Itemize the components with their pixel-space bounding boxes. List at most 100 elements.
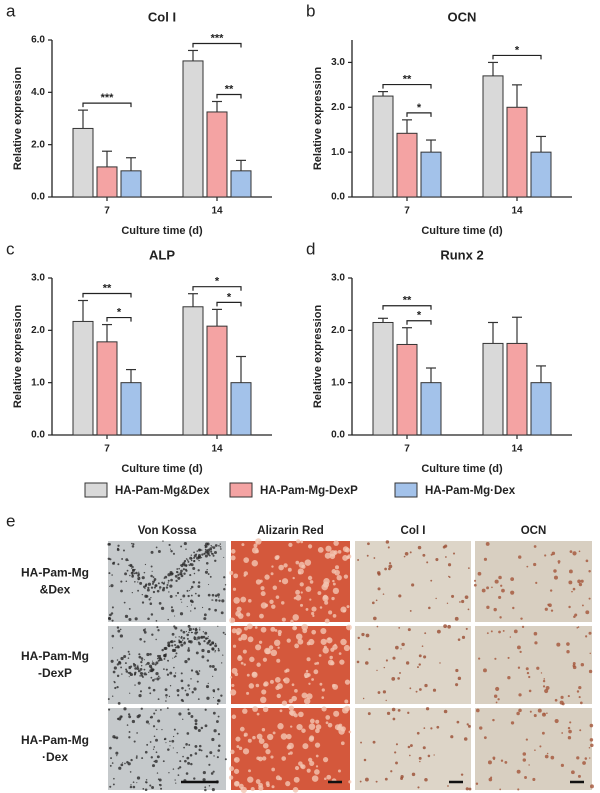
micrograph-speck	[184, 759, 187, 763]
micrograph-speck	[576, 627, 579, 629]
micrograph-speck	[377, 572, 381, 576]
micrograph-speck	[169, 548, 172, 550]
micrograph-speck	[190, 559, 193, 562]
micrograph-speck	[111, 695, 114, 697]
micrograph-speck	[183, 541, 187, 546]
micrograph-speck	[273, 639, 281, 647]
micrograph-speck	[230, 549, 236, 554]
micrograph-speck	[133, 673, 136, 676]
micrograph-speck	[133, 740, 136, 743]
micrograph-speck	[173, 656, 176, 658]
micrograph-speck	[151, 570, 153, 572]
micrograph-speck	[136, 665, 139, 668]
micrograph-speck	[118, 766, 122, 770]
micrograph-speck	[590, 784, 594, 789]
micrograph-speck	[193, 607, 196, 610]
micrograph-speck	[156, 589, 160, 593]
bar	[506, 342, 528, 436]
micrograph-speck	[205, 755, 209, 758]
micrograph-speck	[464, 595, 469, 599]
micrograph-speck	[296, 539, 301, 544]
micrograph-speck	[120, 666, 123, 669]
micrograph-speck	[145, 583, 148, 586]
micrograph-speck	[306, 693, 313, 700]
micrograph-speck	[568, 605, 571, 609]
micrograph-speck	[295, 589, 301, 595]
micrograph-speck	[281, 601, 285, 605]
row-label: HA-Pam-Mg	[21, 566, 89, 580]
micrograph-speck	[137, 669, 141, 673]
micrograph-speck	[156, 772, 159, 774]
micrograph-speck	[315, 724, 322, 730]
micrograph-speck	[127, 713, 131, 716]
micrograph-speck	[271, 785, 275, 789]
micrograph-speck	[279, 709, 283, 713]
micrograph-speck	[193, 572, 196, 575]
micrograph-speck	[377, 691, 381, 694]
micrograph-speck	[109, 613, 112, 617]
micrograph-speck	[129, 665, 133, 668]
micrograph-speck	[262, 756, 267, 761]
micrograph-speck	[256, 756, 260, 761]
micrograph-speck	[145, 720, 150, 724]
micrograph-speck	[510, 721, 515, 725]
micrograph-speck	[309, 735, 315, 741]
micrograph-speck	[120, 656, 124, 661]
micrograph-speck	[174, 779, 176, 781]
micrograph-speck	[155, 751, 158, 754]
micrograph-speck	[581, 604, 584, 607]
micrograph-speck	[150, 596, 152, 599]
micrograph-speck	[151, 633, 154, 636]
micrograph-speck	[128, 715, 132, 719]
micrograph-speck	[585, 610, 590, 615]
micrograph-speck	[123, 654, 127, 659]
micrograph-speck	[286, 733, 292, 740]
micrograph-speck	[113, 666, 117, 670]
micrograph-speck	[193, 556, 196, 559]
micrograph-speck	[220, 611, 224, 615]
micrograph-speck	[193, 551, 196, 554]
micrograph-speck	[178, 636, 180, 638]
micrograph-speck	[529, 710, 532, 713]
micrograph-speck	[144, 788, 148, 792]
micrograph-speck	[237, 613, 244, 619]
y-tick-label: 3.0	[331, 273, 345, 284]
micrograph-speck	[177, 694, 180, 697]
micrograph-speck	[494, 657, 497, 660]
micrograph-speck	[326, 774, 332, 780]
micrograph-speck	[262, 742, 269, 749]
micrograph-speck	[195, 670, 199, 674]
micrograph-speck	[486, 605, 490, 609]
micrograph-speck	[315, 719, 320, 724]
micrograph-speck	[173, 666, 175, 669]
micrograph-speck	[155, 546, 158, 549]
micrograph-speck	[278, 777, 282, 781]
micrograph-speck	[156, 626, 159, 629]
micrograph-speck	[488, 777, 493, 782]
micrograph-speck	[468, 787, 472, 791]
micrograph-speck	[180, 629, 183, 632]
micrograph-speck	[376, 625, 379, 628]
micrograph-speck	[392, 656, 396, 660]
micrograph-speck	[163, 657, 166, 660]
micrograph-speck	[334, 565, 340, 570]
micrograph-speck	[219, 546, 222, 548]
micrograph-speck	[169, 740, 171, 743]
micrograph-speck	[522, 758, 527, 762]
micrograph-speck	[567, 695, 570, 698]
micrograph-speck	[198, 744, 202, 748]
micrograph-speck	[246, 691, 250, 695]
micrograph-speck	[388, 562, 392, 565]
micrograph-speck	[528, 689, 532, 693]
micrograph-speck	[478, 657, 481, 660]
micrograph-speck	[588, 669, 593, 674]
micrograph-speck	[145, 664, 147, 666]
micrograph-speck	[277, 646, 280, 649]
micrograph-speck	[195, 651, 199, 655]
micrograph-speck	[119, 628, 122, 631]
panel-label: a	[6, 1, 16, 20]
micrograph-speck	[311, 629, 317, 635]
micrograph-speck	[246, 612, 251, 617]
y-tick-label: 4.0	[31, 87, 45, 98]
micrograph-speck	[117, 629, 121, 633]
